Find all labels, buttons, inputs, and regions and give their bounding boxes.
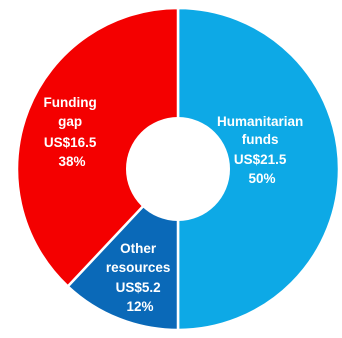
slice-humanitarian-funds [176,6,341,332]
slice-label-humanitarian-funds: Humanitarian funds US$21.5 50% [217,114,307,186]
slice-label-funding-gap: Funding gap US$16.5 38% [44,95,101,169]
donut-hole [126,117,230,221]
slice-funding-gap [15,6,180,289]
slice-label-other-resources: Other resources US$5.2 12% [106,241,174,314]
